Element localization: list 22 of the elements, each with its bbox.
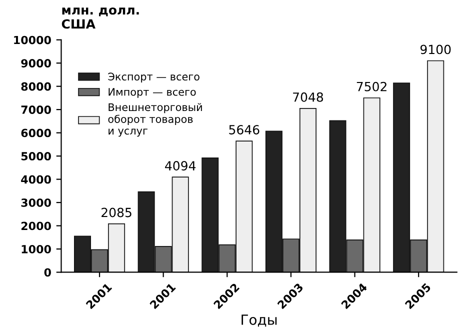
data-label: 4094 xyxy=(165,161,196,171)
y-tick-label: 1000 xyxy=(22,244,51,254)
data-label: 7048 xyxy=(293,92,324,102)
legend-label: Экспорт — всего xyxy=(108,72,200,83)
y-tick-label: 4000 xyxy=(21,175,51,184)
y-tick-label: 10000 xyxy=(14,36,51,44)
y-tick-label: 7000 xyxy=(21,106,51,114)
legend-label: Внешнеторговый оборот товаров и услуг xyxy=(108,103,202,137)
data-label: 5646 xyxy=(229,124,260,134)
y-tick-label: 2000 xyxy=(21,222,51,230)
y-tick-label: 9000 xyxy=(21,59,51,68)
y-tick-label: 0 xyxy=(44,268,51,277)
y-tick-label: 3000 xyxy=(21,198,51,207)
y-tick-label: 6000 xyxy=(21,128,51,138)
data-label: 9100 xyxy=(420,44,451,54)
data-label: 7502 xyxy=(356,82,386,92)
y-tick-label: 5000 xyxy=(21,152,51,160)
y-axis-title: млн. долл. США xyxy=(62,7,139,29)
y-tick-label: 8000 xyxy=(21,82,51,91)
legend-label: Импорт — всего xyxy=(108,88,196,98)
data-label: 2085 xyxy=(102,208,132,218)
x-axis-title: Годы xyxy=(242,314,277,327)
